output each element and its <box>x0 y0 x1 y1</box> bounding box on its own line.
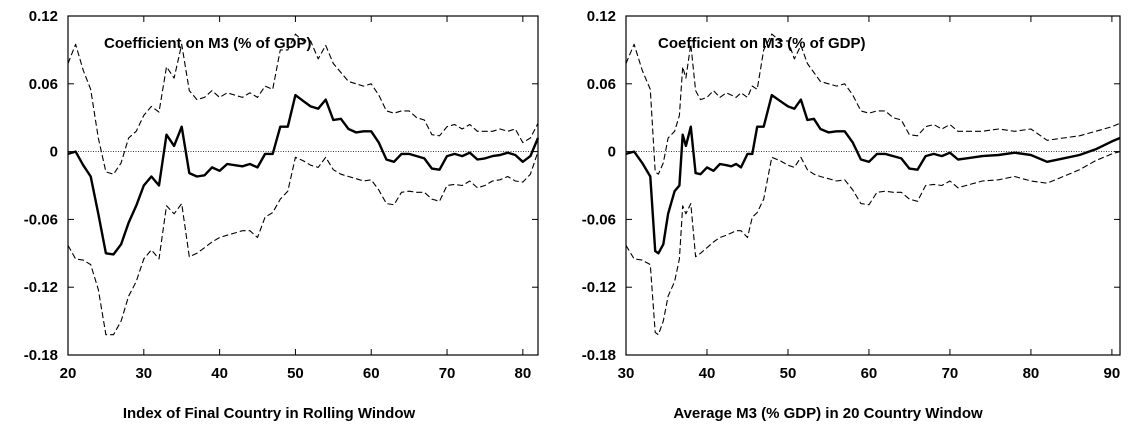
x-tick-label: 40 <box>211 365 228 382</box>
y-tick-label: 0.12 <box>587 8 616 25</box>
plot-frame <box>67 15 539 356</box>
series-line-confidence-band-1 <box>67 33 539 175</box>
x-tick-label: 20 <box>60 365 77 382</box>
chart-title: Coefficient on M3 (% of GDP) <box>104 35 312 52</box>
series-line-confidence-band-2 <box>625 151 1121 336</box>
x-tick-label: 60 <box>363 365 380 382</box>
x-tick-label: 70 <box>942 365 959 382</box>
x-tick-label: 80 <box>1023 365 1040 382</box>
x-tick-label: 50 <box>287 365 304 382</box>
y-tick-label: 0.06 <box>587 76 616 93</box>
x-tick-label: 60 <box>861 365 878 382</box>
series-line-confidence-band-1 <box>625 33 1121 175</box>
plot-frame <box>625 15 1121 356</box>
y-tick-label: 0.06 <box>29 76 58 93</box>
x-tick-label: 80 <box>514 365 531 382</box>
y-tick-label: -0.18 <box>582 347 616 364</box>
y-tick-label: -0.18 <box>24 347 58 364</box>
series-line-confidence-band-2 <box>67 151 539 336</box>
y-tick-label: 0 <box>608 144 616 161</box>
x-tick-label: 70 <box>439 365 456 382</box>
x-tick-label: 90 <box>1104 365 1121 382</box>
x-tick-label: 40 <box>699 365 716 382</box>
y-tick-label: 0 <box>50 144 58 161</box>
x-axis-label: Index of Final Country in Rolling Window <box>123 405 416 422</box>
y-tick-label: -0.06 <box>24 211 58 228</box>
series-line-coefficient <box>67 93 540 256</box>
series-line-coefficient <box>625 93 1121 255</box>
x-tick-label: 30 <box>618 365 635 382</box>
y-tick-label: -0.12 <box>582 279 616 296</box>
x-tick-label: 30 <box>135 365 152 382</box>
x-axis-label: Average M3 (% GDP) in 20 Country Window <box>673 405 983 422</box>
x-tick-label: 50 <box>780 365 797 382</box>
y-tick-label: -0.12 <box>24 279 58 296</box>
y-tick-label: 0.12 <box>29 8 58 25</box>
chart-title: Coefficient on M3 (% of GDP) <box>658 35 866 52</box>
y-tick-label: -0.06 <box>582 211 616 228</box>
